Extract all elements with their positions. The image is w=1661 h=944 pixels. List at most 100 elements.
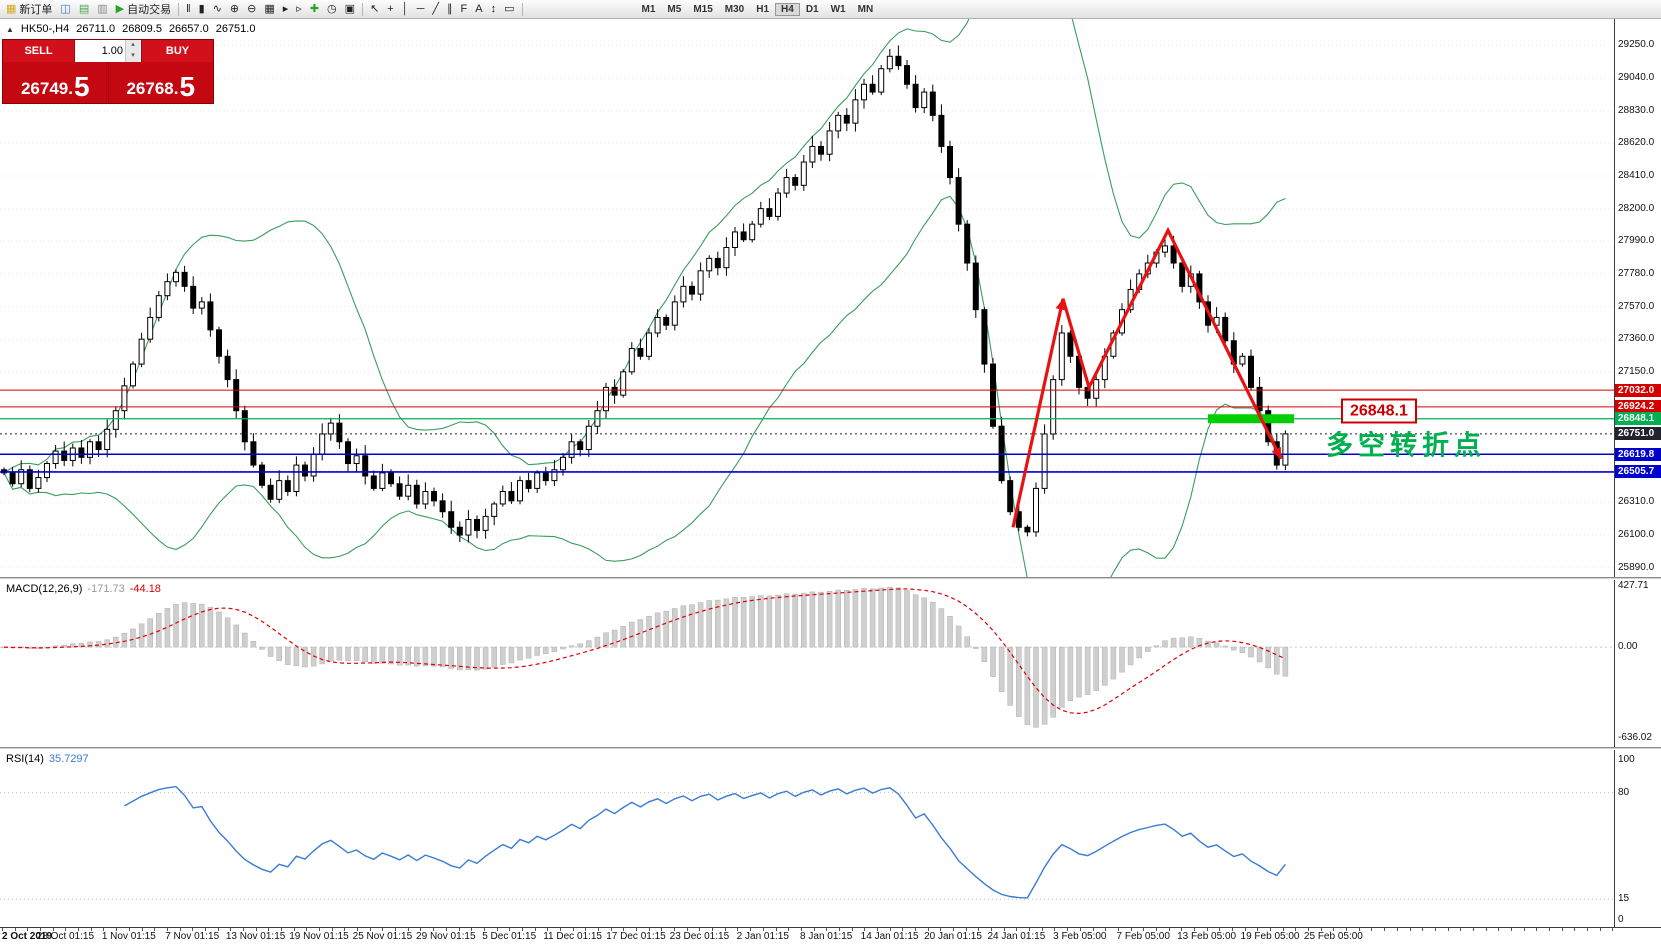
- macd-canvas[interactable]: [0, 580, 1614, 747]
- tile-windows-icon: ▦: [264, 2, 275, 15]
- sell-price[interactable]: 26749. 5: [3, 62, 109, 103]
- time-tick: [1549, 928, 1550, 931]
- rsi-price-axis[interactable]: 100 80 15 0: [1614, 750, 1661, 927]
- time-axis-label: 19 Feb 05:00: [1240, 931, 1300, 942]
- auto-trading-button[interactable]: ▶ 自动交易: [112, 1, 175, 18]
- time-tick: [217, 928, 219, 931]
- time-tick: [1599, 928, 1601, 931]
- price-axis-label: 27360.0: [1618, 333, 1655, 345]
- timeframe-w1-button[interactable]: W1: [830, 3, 846, 15]
- time-tick: [648, 928, 650, 931]
- candlestick-chart-button[interactable]: ▮: [195, 1, 209, 18]
- time-tick: [1612, 928, 1614, 931]
- periods-dropdown-button[interactable]: ◷: [323, 1, 341, 18]
- vertical-line-button[interactable]: │: [398, 1, 413, 18]
- price-axis-label: 27780.0: [1618, 267, 1655, 279]
- zoom-out-button[interactable]: ⊖: [243, 1, 260, 18]
- time-axis-label: 5 Dec 01:15: [482, 931, 537, 942]
- templates-button[interactable]: ▣: [341, 1, 359, 18]
- charts-button[interactable]: ◫: [56, 1, 74, 18]
- time-axis-label: 17 Dec 01:15: [606, 931, 666, 942]
- line-chart-button[interactable]: ∿: [209, 1, 226, 18]
- time-axis-label: 19 Nov 01:15: [289, 931, 349, 942]
- auto-scroll-button[interactable]: ▸: [279, 1, 293, 18]
- zoom-in-button[interactable]: ⊕: [226, 1, 243, 18]
- timeframe-m5-button[interactable]: M5: [667, 3, 682, 15]
- rsi-axis-label: 15: [1618, 893, 1630, 905]
- timeframe-mn-button[interactable]: MN: [857, 3, 874, 15]
- time-tick: [331, 928, 333, 931]
- time-tick: [268, 928, 270, 931]
- time-tick: [712, 928, 714, 931]
- time-tick: [471, 928, 473, 931]
- time-tick: [661, 928, 663, 931]
- timeframe-h4-button[interactable]: H4: [775, 2, 800, 16]
- time-axis-label: 7 Nov 01:15: [165, 931, 220, 942]
- tile-windows-button[interactable]: ▦: [260, 1, 278, 18]
- market-watch-button[interactable]: ▤: [75, 1, 93, 18]
- volume-down-button[interactable]: ▾: [131, 52, 135, 59]
- time-tick: [27, 928, 29, 931]
- crosshair-button[interactable]: +: [383, 1, 397, 18]
- price-axis-label: 29250.0: [1618, 39, 1655, 51]
- main-price-axis[interactable]: 29250.0 29040.0 28830.0 28620.0 28410.0 28200…: [1614, 19, 1661, 577]
- time-tick: [445, 928, 447, 931]
- new-order-button[interactable]: ▦ 新订单: [2, 1, 56, 18]
- toolbar-separator: [178, 2, 180, 16]
- volume-input[interactable]: [75, 40, 125, 62]
- time-axis[interactable]: 2 Oct 2019 28 Oct 01:15 1 Nov 01:15 7 Nov 0…: [0, 927, 1661, 944]
- panel-splitter-rsi[interactable]: [0, 747, 1661, 750]
- time-tick: [572, 928, 574, 931]
- volume-steppers: ▴ ▾: [125, 40, 140, 62]
- timeframe-d1-button[interactable]: D1: [805, 3, 819, 15]
- time-tick: [395, 928, 397, 931]
- timeframe-m1-button[interactable]: M1: [641, 3, 656, 15]
- indicators-button[interactable]: ✚: [306, 1, 323, 18]
- trendline-icon: ╱: [432, 2, 440, 15]
- timeframe-m15-button[interactable]: M15: [693, 3, 713, 15]
- toolbar-spacer: [526, 9, 636, 10]
- time-tick: [1333, 928, 1335, 931]
- turning-point-label[interactable]: 多空转折点: [1326, 430, 1486, 461]
- chart-shift-button[interactable]: ▹: [292, 1, 306, 18]
- time-tick: [1498, 928, 1500, 931]
- horizontal-line-button[interactable]: ─: [413, 1, 429, 18]
- bar-chart-button[interactable]: ‖: [182, 1, 195, 18]
- arrows-button[interactable]: ↕: [487, 1, 501, 18]
- buy-button[interactable]: BUY: [141, 40, 213, 62]
- timeframe-m30-button[interactable]: M30: [724, 3, 745, 15]
- time-tick: [915, 928, 916, 931]
- trendline-button[interactable]: ╱: [428, 1, 443, 18]
- channel-button[interactable]: ∥: [443, 1, 457, 18]
- rsi-label: RSI(14) 35.7297: [6, 753, 89, 765]
- volume-up-button[interactable]: ▴: [131, 41, 135, 48]
- fibonacci-button[interactable]: F: [457, 1, 472, 18]
- time-tick: [496, 928, 498, 931]
- cursor-button[interactable]: ↖: [366, 1, 383, 18]
- shapes-button[interactable]: ▭: [500, 1, 518, 18]
- time-tick: [889, 928, 891, 931]
- time-tick: [1460, 928, 1462, 931]
- buy-price[interactable]: 26768. 5: [126, 71, 196, 102]
- time-tick: [1193, 928, 1195, 931]
- timeframe-h1-button[interactable]: H1: [756, 3, 770, 15]
- navigator-button[interactable]: ▥: [93, 1, 111, 18]
- sell-button[interactable]: SELL: [3, 40, 75, 62]
- time-tick: [2, 928, 3, 931]
- panel-splitter-macd[interactable]: [0, 577, 1661, 580]
- time-tick: [902, 928, 904, 931]
- macd-price-axis[interactable]: 427.71 0.00 -636.02: [1614, 580, 1661, 747]
- time-tick: [1041, 928, 1043, 931]
- support-highlight-bar[interactable]: [1208, 414, 1294, 424]
- zoom-out-icon: ⊖: [247, 2, 257, 15]
- zigzag-arrows[interactable]: [1011, 226, 1283, 528]
- time-tick: [14, 928, 16, 931]
- time-tick: [40, 928, 41, 931]
- time-axis-label: 1 Nov 01:15: [101, 931, 156, 942]
- main-toolbar: ▦ 新订单 ◫ ▤ ▥ ▶ 自动交易 ‖ ▮ ∿ ⊕ ⊖ ▦ ▸ ▹ ✚ ◷ ▣ ↖ + │ ─ ╱ ∥ F A ↕ ▭ M1 M5 M15…: [0, 0, 1661, 19]
- main-chart-canvas[interactable]: [0, 19, 1614, 577]
- time-tick: [382, 928, 384, 931]
- text-button[interactable]: A: [471, 1, 486, 18]
- rsi-canvas[interactable]: [0, 750, 1614, 927]
- resistance-price-label[interactable]: 26848.1: [1341, 398, 1417, 424]
